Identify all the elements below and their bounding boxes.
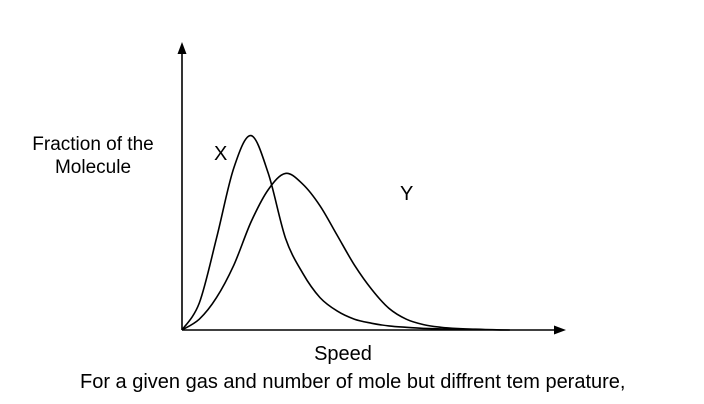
series-line-y <box>181 172 510 331</box>
series-label-y: Y <box>400 183 413 205</box>
y-axis-label: Fraction of the Molecule <box>8 133 178 179</box>
x-axis-arrow <box>554 325 566 335</box>
y-axis-arrow <box>177 42 187 54</box>
y-axis-label-line-2: Molecule <box>54 157 132 178</box>
x-axis-label: Speed <box>314 343 372 365</box>
series-line-x <box>181 134 476 331</box>
series-curves <box>181 134 510 331</box>
series-label-x: X <box>214 143 227 165</box>
caption: For a given gas and number of mole but d… <box>80 371 626 393</box>
y-axis-label-line-1: Fraction of the <box>32 134 154 155</box>
